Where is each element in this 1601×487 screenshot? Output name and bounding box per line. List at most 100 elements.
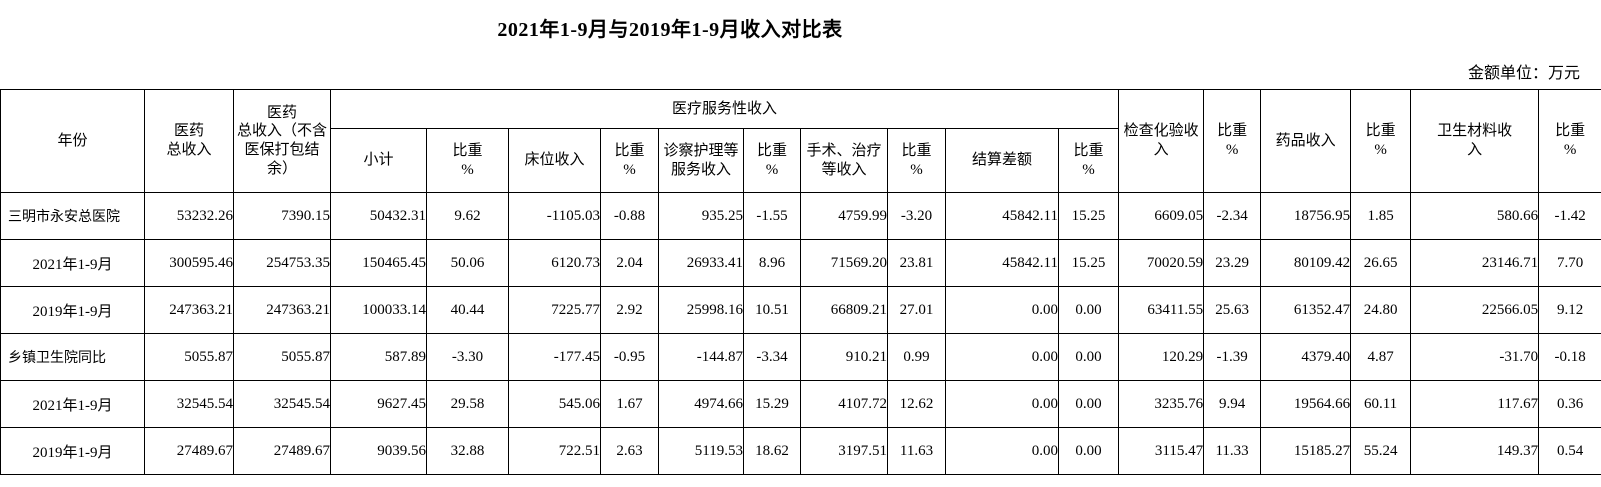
cell-value: 23146.71 [1411,240,1539,287]
col-header-lab-income: 检查化验收 入 [1119,90,1204,193]
cell-value: 254753.35 [234,240,331,287]
cell-value: 117.67 [1411,381,1539,428]
cell-ratio: 0.00 [1059,334,1119,381]
cell-value: 4379.40 [1261,334,1351,381]
cell-value: 3235.76 [1119,381,1204,428]
cell-value: 4759.99 [801,193,888,240]
cell-value: 9039.56 [331,428,427,475]
cell-ratio: 11.33 [1204,428,1261,475]
cell-value: 25998.16 [659,287,744,334]
cell-value: 50432.31 [331,193,427,240]
cell-value: 18756.95 [1261,193,1351,240]
cell-ratio: -1.39 [1204,334,1261,381]
cell-ratio: 32.88 [427,428,509,475]
cell-ratio: 7.70 [1539,240,1601,287]
cell-ratio: 4.87 [1351,334,1411,381]
cell-value: 545.06 [509,381,601,428]
cell-ratio: 40.44 [427,287,509,334]
col-header-material-income: 卫生材料收 入 [1411,90,1539,193]
col-header-ratio: 比重 % [888,129,946,193]
row-label: 2019年1-9月 [1,428,145,475]
row-label: 2019年1-9月 [1,287,145,334]
cell-value: 935.25 [659,193,744,240]
cell-value: 0.00 [946,381,1059,428]
cell-value: 120.29 [1119,334,1204,381]
cell-value: 7225.77 [509,287,601,334]
cell-ratio: -2.34 [1204,193,1261,240]
cell-value: 45842.11 [946,240,1059,287]
cell-value: 910.21 [801,334,888,381]
cell-ratio: -3.30 [427,334,509,381]
cell-value: 3197.51 [801,428,888,475]
col-header-ratio: 比重 % [1204,90,1261,193]
row-label: 2021年1-9月 [1,381,145,428]
cell-ratio: 2.92 [601,287,659,334]
cell-ratio: 0.00 [1059,381,1119,428]
cell-value: 61352.47 [1261,287,1351,334]
cell-value: -144.87 [659,334,744,381]
col-header-subtotal: 小计 [331,129,427,193]
col-header-surgery-treatment-income: 手术、治疗 等收入 [801,129,888,193]
cell-value: 32545.54 [145,381,234,428]
cell-ratio: 29.58 [427,381,509,428]
cell-value: 80109.42 [1261,240,1351,287]
cell-ratio: 9.94 [1204,381,1261,428]
cell-value: 53232.26 [145,193,234,240]
row-label: 乡镇卫生院同比 [1,334,145,381]
group-header-medical-service-income: 医疗服务性收入 [331,90,1119,129]
col-header-ratio: 比重 % [744,129,801,193]
cell-ratio: 23.29 [1204,240,1261,287]
cell-value: 7390.15 [234,193,331,240]
cell-ratio: 50.06 [427,240,509,287]
table-header: 年份 医药 总收入 医药 总收入（不含 医保打包结 余） 医疗服务性收入 检查化… [1,90,1601,193]
cell-value: 27489.67 [145,428,234,475]
col-header-med-total-income-excl: 医药 总收入（不含 医保打包结 余） [234,90,331,193]
cell-value: 66809.21 [801,287,888,334]
cell-value: -177.45 [509,334,601,381]
cell-value: 6609.05 [1119,193,1204,240]
row-label: 三明市永安总医院 [1,193,145,240]
col-header-ratio: 比重 % [1059,129,1119,193]
cell-value: 5055.87 [234,334,331,381]
cell-value: 45842.11 [946,193,1059,240]
cell-value: 150465.45 [331,240,427,287]
cell-ratio: 60.11 [1351,381,1411,428]
cell-ratio: -0.88 [601,193,659,240]
col-header-drug-income: 药品收入 [1261,90,1351,193]
cell-ratio: 0.99 [888,334,946,381]
cell-ratio: 8.96 [744,240,801,287]
cell-ratio: 1.67 [601,381,659,428]
cell-ratio: -1.42 [1539,193,1601,240]
col-header-ratio: 比重 % [601,129,659,193]
cell-value: 0.00 [946,428,1059,475]
cell-value: 5055.87 [145,334,234,381]
cell-value: 71569.20 [801,240,888,287]
col-header-ratio: 比重 % [1351,90,1411,193]
cell-value: 722.51 [509,428,601,475]
cell-ratio: 15.29 [744,381,801,428]
cell-ratio: 15.25 [1059,193,1119,240]
cell-value: 587.89 [331,334,427,381]
income-comparison-table: 年份 医药 总收入 医药 总收入（不含 医保打包结 余） 医疗服务性收入 检查化… [0,89,1601,475]
cell-ratio: -3.34 [744,334,801,381]
cell-ratio: 11.63 [888,428,946,475]
cell-ratio: 24.80 [1351,287,1411,334]
page-title: 2021年1-9月与2019年1-9月收入对比表 [0,13,1340,42]
cell-value: 247363.21 [145,287,234,334]
cell-ratio: -0.18 [1539,334,1601,381]
cell-ratio: 9.62 [427,193,509,240]
cell-ratio: 18.62 [744,428,801,475]
col-header-settlement-diff: 结算差额 [946,129,1059,193]
cell-ratio: 0.00 [1059,287,1119,334]
cell-value: 6120.73 [509,240,601,287]
cell-value: 300595.46 [145,240,234,287]
cell-value: 4107.72 [801,381,888,428]
cell-ratio: -0.95 [601,334,659,381]
cell-ratio: 2.04 [601,240,659,287]
cell-ratio: 10.51 [744,287,801,334]
cell-ratio: -1.55 [744,193,801,240]
